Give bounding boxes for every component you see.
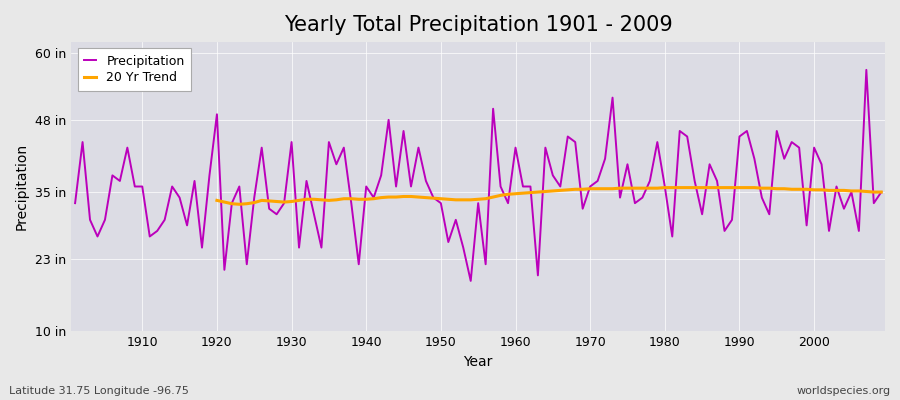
Text: worldspecies.org: worldspecies.org bbox=[796, 386, 891, 396]
Precipitation bbox=[130, 184, 140, 189]
Precipitation bbox=[293, 245, 304, 250]
Text: Latitude 31.75 Longitude -96.75: Latitude 31.75 Longitude -96.75 bbox=[9, 386, 189, 396]
20 Yr Trend bbox=[420, 195, 431, 200]
Precipitation bbox=[876, 190, 886, 194]
20 Yr Trend bbox=[660, 185, 670, 190]
20 Yr Trend bbox=[778, 186, 789, 191]
Precipitation bbox=[338, 145, 349, 150]
Precipitation bbox=[69, 201, 80, 206]
X-axis label: Year: Year bbox=[464, 355, 493, 369]
Precipitation bbox=[861, 68, 872, 72]
Precipitation bbox=[518, 184, 528, 189]
Precipitation bbox=[465, 278, 476, 283]
20 Yr Trend bbox=[876, 190, 886, 194]
Precipitation bbox=[510, 145, 521, 150]
Line: Precipitation: Precipitation bbox=[75, 70, 881, 281]
20 Yr Trend bbox=[309, 197, 320, 202]
Legend: Precipitation, 20 Yr Trend: Precipitation, 20 Yr Trend bbox=[77, 48, 191, 91]
20 Yr Trend bbox=[212, 198, 222, 203]
20 Yr Trend bbox=[689, 185, 700, 190]
Y-axis label: Precipitation: Precipitation bbox=[15, 143, 29, 230]
Precipitation bbox=[608, 95, 618, 100]
20 Yr Trend bbox=[794, 187, 805, 192]
Title: Yearly Total Precipitation 1901 - 2009: Yearly Total Precipitation 1901 - 2009 bbox=[284, 15, 672, 35]
Line: 20 Yr Trend: 20 Yr Trend bbox=[217, 188, 881, 204]
20 Yr Trend bbox=[861, 189, 872, 194]
20 Yr Trend bbox=[234, 202, 245, 207]
